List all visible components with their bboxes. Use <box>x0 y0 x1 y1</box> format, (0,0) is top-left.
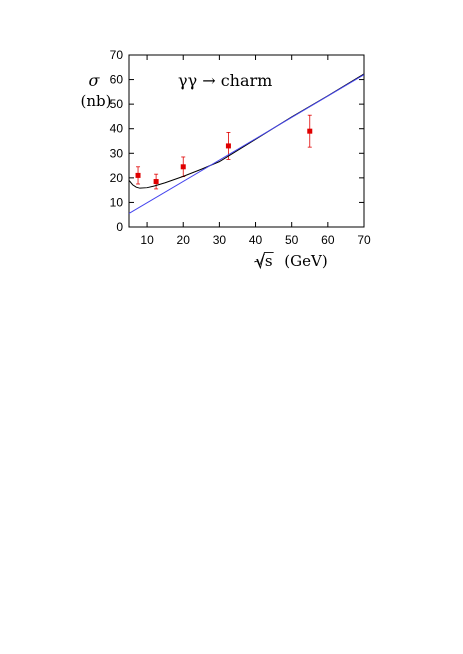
tick-labels: 10 20 30 40 50 60 70 0 10 20 30 40 50 60 70 <box>110 48 371 247</box>
x-tick-label: 70 <box>357 233 371 247</box>
x-tick-label: 60 <box>321 233 335 247</box>
chart-marks <box>128 73 365 214</box>
x-tick-label: 30 <box>213 233 227 247</box>
data-point <box>135 172 141 178</box>
x-tick-label: 20 <box>177 233 191 247</box>
data-point <box>180 164 186 170</box>
plot-area <box>128 54 365 228</box>
x-tick-label: 40 <box>249 233 263 247</box>
y-tick-label: 40 <box>110 122 124 136</box>
chart-annotation: γγ → charm <box>178 71 272 90</box>
theory-curve <box>128 73 365 189</box>
y-tick-label: 70 <box>110 48 124 62</box>
y-tick-label: 20 <box>110 171 124 185</box>
x-tick-label: 10 <box>140 233 154 247</box>
data-point <box>153 179 159 185</box>
y-axis-symbol: σ <box>89 71 101 90</box>
theory-line <box>128 74 365 214</box>
x-axis-unit: (GeV) <box>284 252 327 270</box>
y-tick-label: 50 <box>110 97 124 111</box>
y-tick-label: 60 <box>110 73 124 87</box>
sqrt-sign <box>254 252 274 270</box>
data-point <box>307 128 313 134</box>
y-tick-label: 30 <box>110 146 124 160</box>
data-point <box>225 143 231 149</box>
x-tick-label: 50 <box>285 233 299 247</box>
plot-frame <box>128 54 365 228</box>
y-tick-label: 10 <box>110 195 124 209</box>
y-axis-unit: (nb) <box>81 92 112 110</box>
y-tick-label: 0 <box>116 220 123 234</box>
